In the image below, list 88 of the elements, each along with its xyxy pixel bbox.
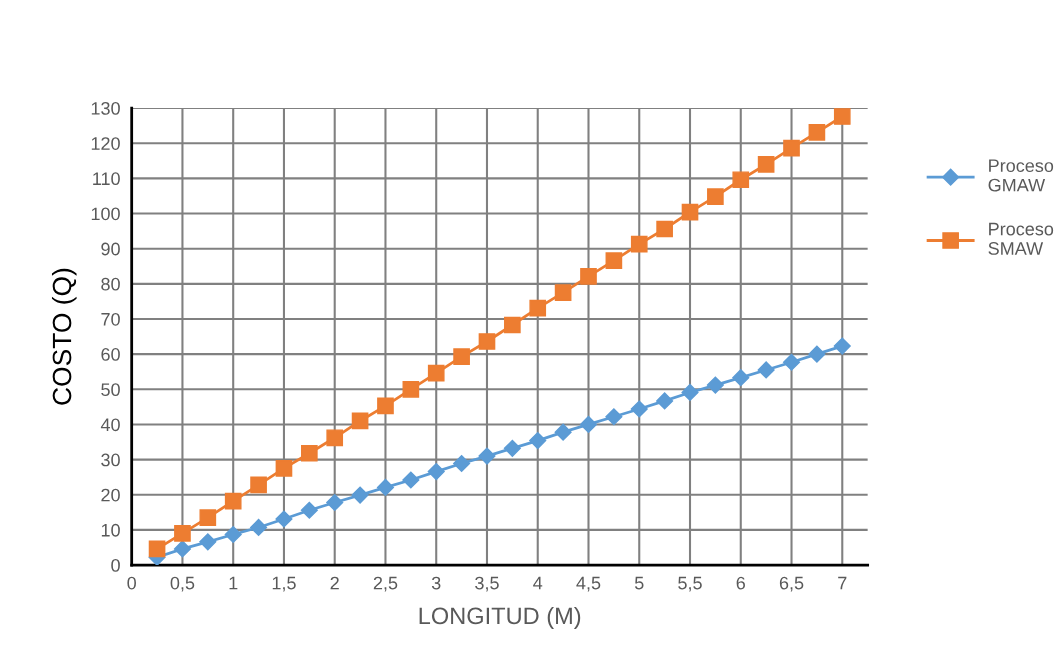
y-tick-label: 120 [91,137,120,150]
point [757,155,775,173]
y-tick-label: 130 [91,102,120,115]
point [300,501,318,519]
x-tick-label: 2,5 [373,576,398,592]
point [453,454,471,473]
point [427,364,445,382]
legend-label: Proceso GMAW [988,159,1054,192]
point [478,333,496,350]
x-tick-label: 1,5 [272,576,296,592]
point [453,348,470,365]
point [377,397,394,415]
x-tick-label: 7 [838,576,847,590]
y-axis-title: COSTO (Q) [51,268,77,405]
x-tick-label: 2 [330,576,339,590]
y-tick-label: 0 [111,559,120,572]
y-tick-label: 100 [91,207,120,221]
x-tick-label: 6,5 [779,576,804,592]
x-tick-label: 6 [736,576,745,590]
x-tick-label: 5,5 [678,576,702,592]
point [529,299,547,317]
point [529,432,547,450]
point [732,171,750,189]
point [503,439,521,457]
legend-label: Proceso SMAW [988,222,1054,255]
point [630,400,648,418]
point [580,268,597,285]
point [427,463,445,481]
point [148,540,166,558]
point [783,139,800,157]
point [554,423,572,441]
point [275,460,293,477]
x-axis-title: LONGITUD (M) [419,606,581,629]
point [605,252,623,269]
point [351,412,369,430]
y-tick-label: 20 [101,488,120,502]
point [782,353,801,371]
point [326,429,344,447]
point [199,533,217,551]
point [504,316,521,334]
point [707,188,724,205]
x-tick-label: 0 [127,576,136,590]
point [833,337,851,355]
y-tick-label: 70 [101,312,120,326]
point [681,203,699,221]
point [706,376,724,394]
point [656,392,674,410]
point [224,525,242,544]
point [199,509,217,526]
point [301,444,318,462]
point [833,108,851,125]
point [351,486,369,504]
point [732,369,750,387]
point [376,478,395,496]
x-tick-label: 0,5 [170,576,195,592]
point [478,447,496,465]
point [681,383,699,402]
point [579,415,598,434]
y-tick-label: 10 [101,523,120,537]
point [656,220,673,238]
y-tick-label: 60 [101,348,120,361]
point [250,518,268,537]
point [174,525,191,542]
point [275,510,293,528]
point [808,345,826,363]
y-tick-label: 30 [101,453,120,467]
y-tick-label: 40 [100,418,120,432]
y-tick-label: 90 [101,242,120,256]
x-tick-label: 4,5 [576,576,601,592]
point [605,408,623,426]
point [808,123,826,141]
x-tick-label: 3,5 [475,576,499,592]
point [757,361,775,379]
point [630,235,648,253]
point [224,492,242,510]
y-tick-label: 110 [93,172,120,186]
point [402,471,420,489]
y-tick-label: 50 [101,383,120,397]
x-tick-label: 5 [634,576,644,590]
point [250,476,267,494]
y-tick-label: 80 [101,277,120,291]
point [173,540,191,558]
point [554,284,572,301]
x-tick-label: 1 [229,576,238,590]
x-tick-label: 3 [431,576,441,590]
x-tick-label: 4 [533,576,543,590]
point [402,380,420,398]
point [326,493,344,512]
